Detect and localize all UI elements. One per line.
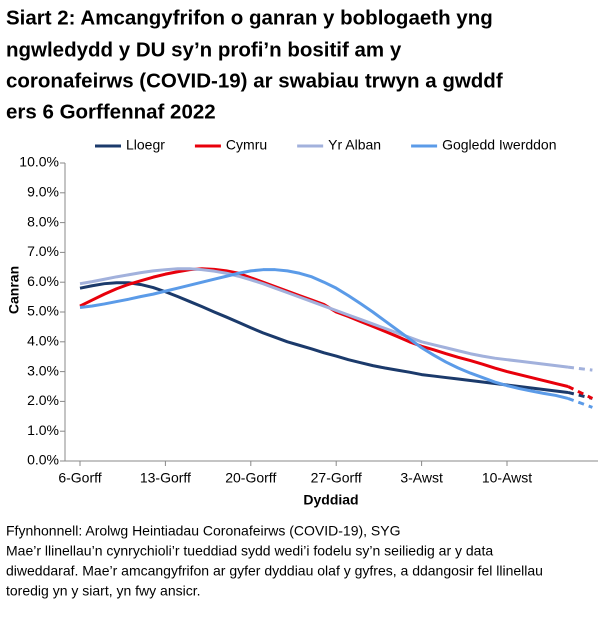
- x-tick-label: 10-Awst: [482, 470, 532, 486]
- chart-title: Siart 2: Amcangyfrifon o ganran y boblog…: [6, 6, 493, 29]
- y-tick-label: 1.0%: [27, 422, 59, 438]
- y-tick-label: 3.0%: [27, 362, 59, 378]
- y-tick-label: 4.0%: [27, 333, 59, 349]
- series-line: [79, 281, 569, 394]
- chart-title: ngwledydd y DU sy’n profi’n bositif am y: [6, 38, 402, 61]
- y-tick-label: 10.0%: [19, 154, 59, 170]
- legend-label: Lloegr: [126, 137, 165, 153]
- note: diweddaraf. Mae’r amcangyfrifon ar gyfer…: [6, 563, 543, 579]
- series-line: [79, 268, 569, 400]
- x-tick-label: 20-Gorff: [225, 470, 276, 486]
- legend-label: Gogledd Iwerddon: [442, 137, 556, 153]
- note: Mae’r llinellau’n cynrychioli’r tueddiad…: [6, 543, 493, 559]
- y-tick-label: 2.0%: [27, 392, 59, 408]
- note: Ffynhonnell: Arolwg Heintiadau Coronafei…: [6, 523, 401, 539]
- projection-line: [567, 397, 593, 409]
- x-tick-label: 27-Gorff: [311, 470, 362, 486]
- projection-line: [567, 365, 593, 372]
- y-tick-label: 7.0%: [27, 243, 59, 259]
- x-tick-label: 6-Gorff: [58, 470, 101, 486]
- projection-line: [567, 385, 594, 400]
- projection-line: [567, 391, 593, 400]
- series-line: [79, 267, 569, 369]
- legend-label: Cymru: [226, 137, 267, 153]
- chart-title: coronafeirws (COVID-19) ar swabiau trwyn…: [6, 69, 503, 92]
- x-tick-label: 3-Awst: [400, 470, 443, 486]
- y-tick-label: 8.0%: [27, 213, 59, 229]
- y-axis-title: Canran: [6, 266, 22, 314]
- legend-label: Yr Alban: [328, 137, 381, 153]
- x-tick-label: 13-Gorff: [140, 470, 191, 486]
- x-axis-title: Dyddiad: [303, 492, 358, 508]
- y-tick-label: 9.0%: [27, 184, 59, 200]
- y-tick-label: 6.0%: [27, 273, 59, 289]
- y-tick-label: 5.0%: [27, 303, 59, 319]
- y-tick-label: 0.0%: [27, 452, 59, 468]
- chart-title: ers 6 Gorffennaf 2022: [6, 100, 216, 123]
- note: toredig yn y siart, yn fwy ansicr.: [6, 583, 201, 599]
